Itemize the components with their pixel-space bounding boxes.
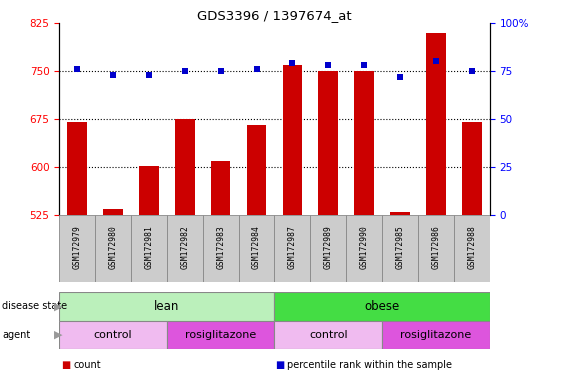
- Bar: [275, 321, 382, 349]
- Text: GSM172988: GSM172988: [467, 225, 476, 269]
- Point: [180, 68, 189, 74]
- Bar: [426, 33, 446, 215]
- Bar: [454, 215, 490, 282]
- Bar: [139, 166, 159, 215]
- Bar: [203, 215, 239, 282]
- Text: obese: obese: [364, 300, 400, 313]
- Bar: [310, 215, 346, 282]
- Bar: [95, 215, 131, 282]
- Text: GSM172984: GSM172984: [252, 225, 261, 269]
- Text: GSM172982: GSM172982: [180, 225, 189, 269]
- Bar: [462, 122, 482, 215]
- Point: [431, 58, 440, 65]
- Point: [288, 60, 297, 66]
- Bar: [59, 292, 275, 321]
- Point: [216, 68, 225, 74]
- Text: GSM172986: GSM172986: [431, 225, 440, 269]
- Bar: [319, 71, 338, 215]
- Bar: [103, 209, 123, 215]
- Text: disease state: disease state: [2, 301, 68, 311]
- Point: [360, 62, 369, 68]
- Text: ■: ■: [275, 360, 284, 371]
- Bar: [167, 215, 203, 282]
- Text: GSM172980: GSM172980: [109, 225, 118, 269]
- Bar: [382, 215, 418, 282]
- Text: GSM172979: GSM172979: [73, 225, 82, 269]
- Bar: [59, 321, 167, 349]
- Title: GDS3396 / 1397674_at: GDS3396 / 1397674_at: [197, 9, 352, 22]
- Text: GSM172987: GSM172987: [288, 225, 297, 269]
- Bar: [175, 119, 195, 215]
- Bar: [167, 321, 275, 349]
- Text: GSM172989: GSM172989: [324, 225, 333, 269]
- Text: GSM172990: GSM172990: [360, 225, 369, 269]
- Bar: [390, 212, 410, 215]
- Text: GSM172981: GSM172981: [144, 225, 153, 269]
- Text: GSM172985: GSM172985: [396, 225, 405, 269]
- Text: lean: lean: [154, 300, 180, 313]
- Point: [109, 72, 118, 78]
- Text: ▶: ▶: [54, 330, 62, 340]
- Text: control: control: [93, 330, 132, 340]
- Bar: [418, 215, 454, 282]
- Point: [324, 62, 333, 68]
- Point: [467, 68, 476, 74]
- Point: [396, 74, 405, 80]
- Point: [252, 66, 261, 72]
- Bar: [382, 321, 490, 349]
- Bar: [283, 65, 302, 215]
- Bar: [275, 292, 490, 321]
- Bar: [275, 215, 310, 282]
- Bar: [239, 215, 275, 282]
- Bar: [211, 161, 230, 215]
- Point: [73, 66, 82, 72]
- Bar: [346, 215, 382, 282]
- Text: rosiglitazone: rosiglitazone: [185, 330, 256, 340]
- Text: GSM172983: GSM172983: [216, 225, 225, 269]
- Text: control: control: [309, 330, 347, 340]
- Bar: [67, 122, 87, 215]
- Point: [144, 72, 153, 78]
- Bar: [59, 215, 95, 282]
- Bar: [131, 215, 167, 282]
- Text: count: count: [73, 360, 101, 371]
- Text: rosiglitazone: rosiglitazone: [400, 330, 472, 340]
- Text: ▶: ▶: [54, 301, 62, 311]
- Text: percentile rank within the sample: percentile rank within the sample: [287, 360, 452, 371]
- Text: ■: ■: [61, 360, 70, 371]
- Text: agent: agent: [2, 330, 30, 340]
- Bar: [247, 126, 266, 215]
- Bar: [354, 71, 374, 215]
